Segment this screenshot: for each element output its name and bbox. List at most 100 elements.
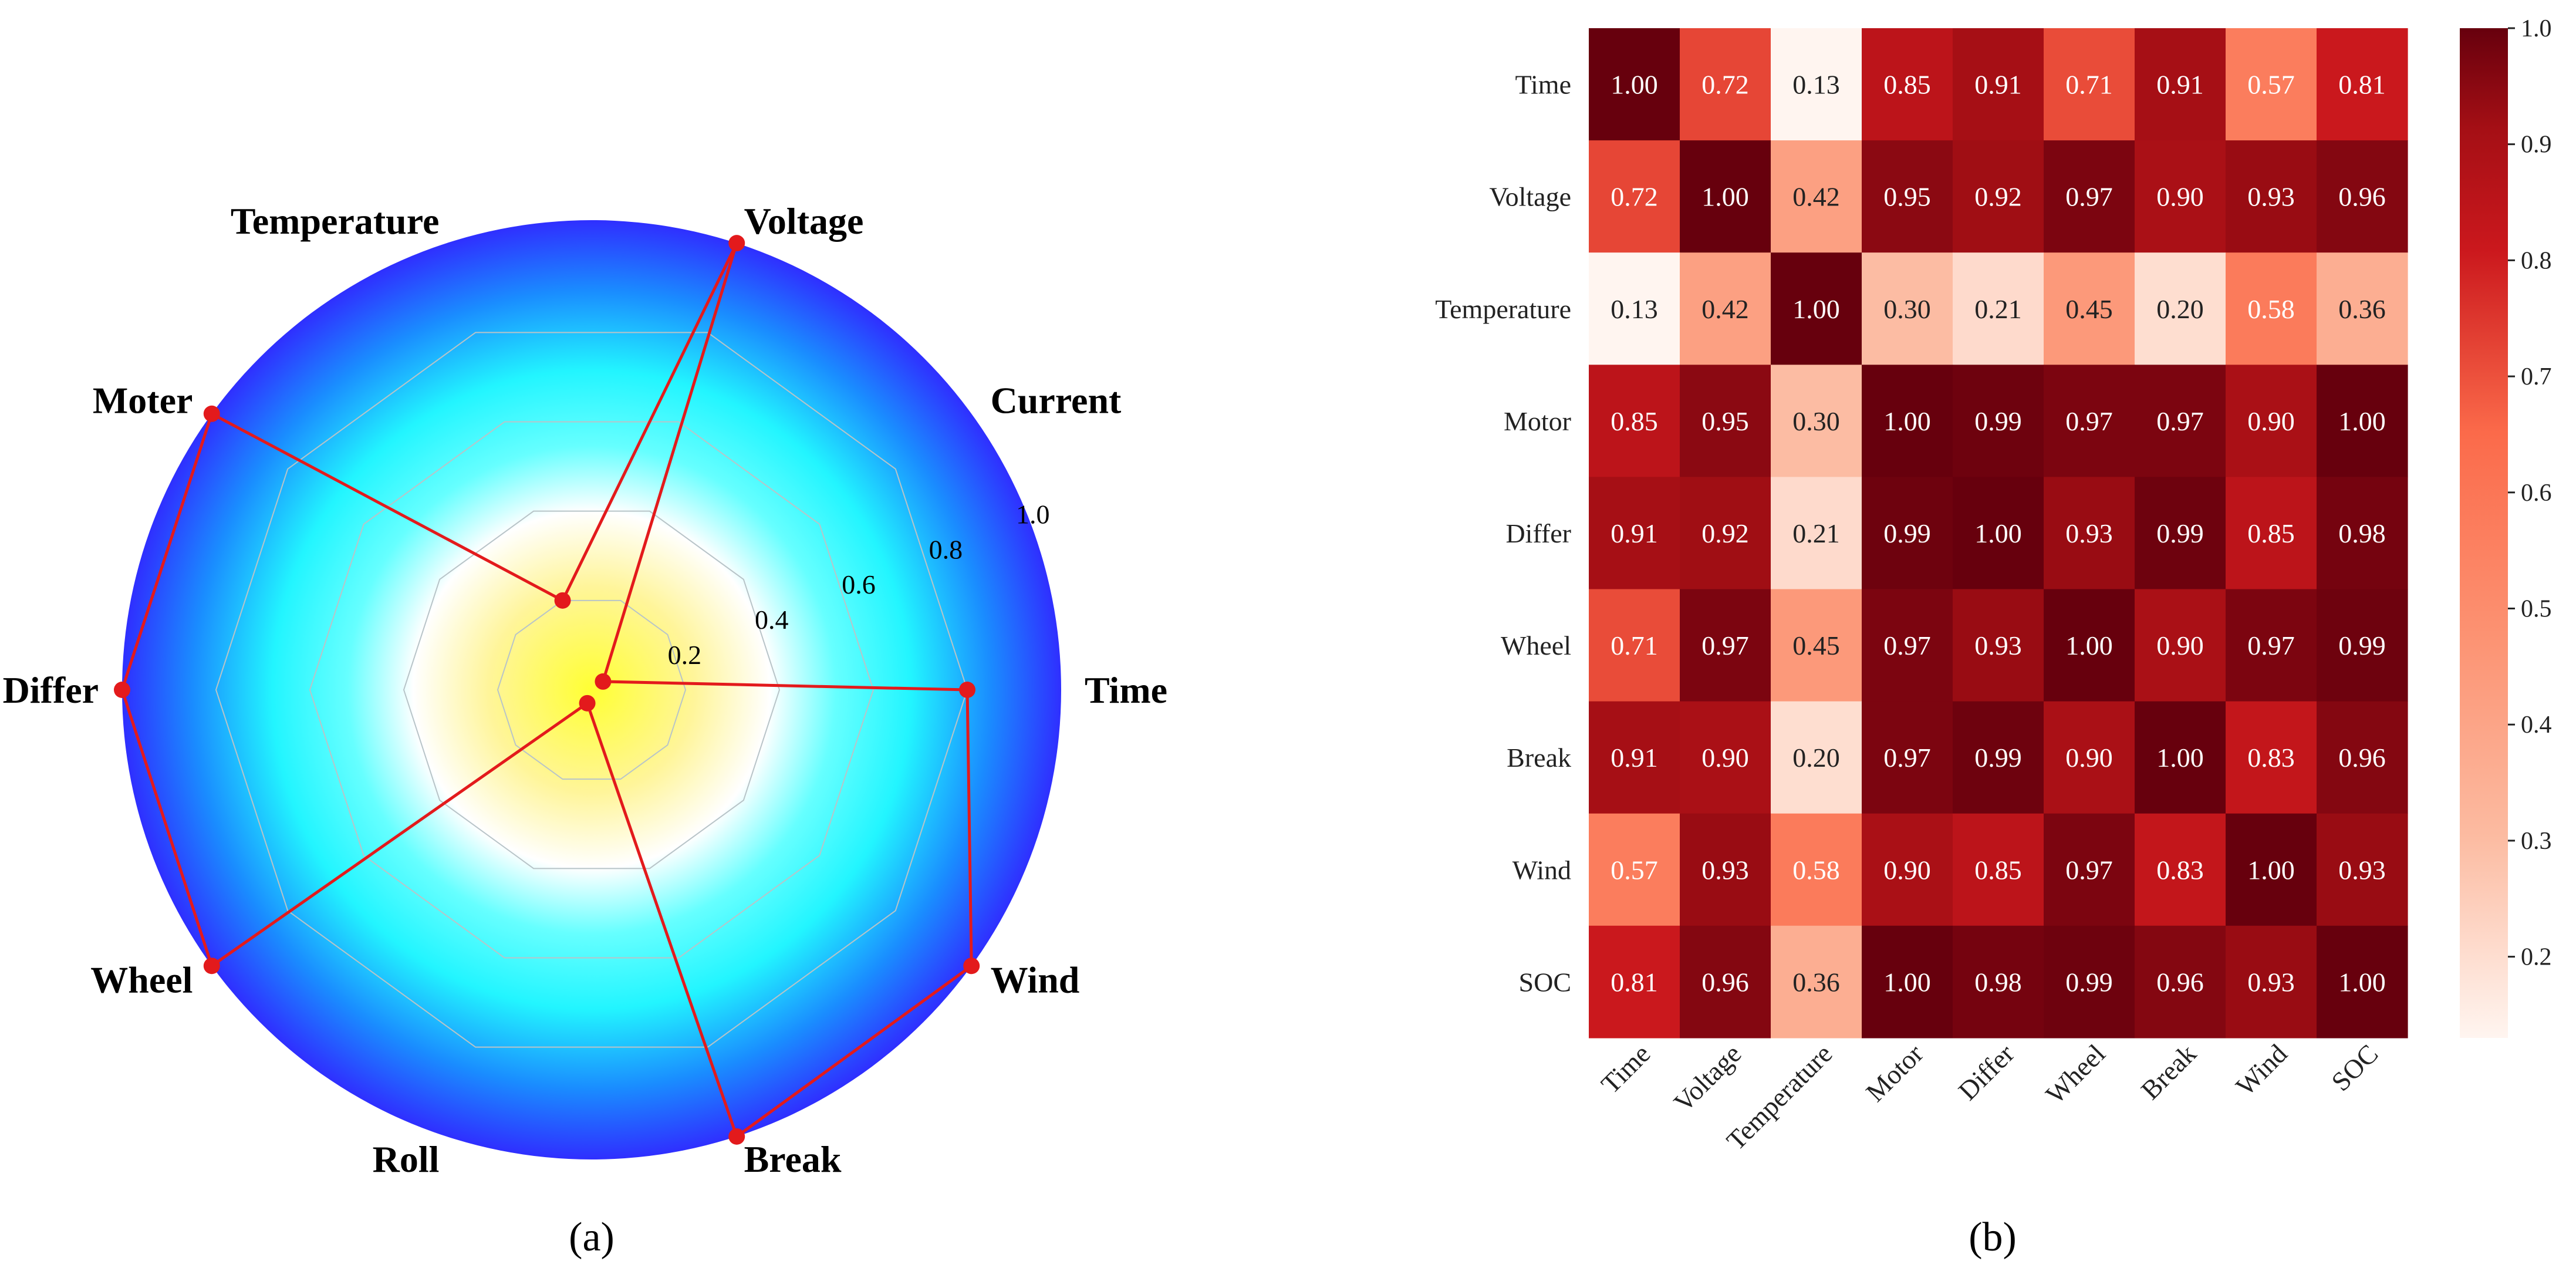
heatmap-col-label: Voltage [1668,1039,1747,1118]
heatmap-cell [1589,477,1680,590]
heatmap-row-labels: Time Voltage Temperature Motor Differ Wheel Br… [1435,70,1571,997]
heatmap-cell [1862,140,1953,253]
heatmap-cell [2135,589,2226,702]
heatmap-cell-value: 0.13 [1792,70,1840,100]
panel-label-a: (a) [569,1215,615,1260]
heatmap-cell-value: 0.42 [1701,294,1749,324]
heatmap-cell [1953,365,2044,477]
heatmap-cell [1862,477,1953,590]
heatmap-cell-value: 0.93 [2247,182,2295,212]
heatmap-cell [2317,701,2408,814]
radar-tick-label: 0.2 [668,640,702,670]
heatmap-cell [1680,925,1771,1039]
colorbar-ticks: 0.2 0.3 0.4 0.5 0.6 0.7 0.8 0.9 1.0 [2508,15,2552,971]
heatmap-cell [2044,477,2135,590]
heatmap-cell-value: 1.00 [2338,967,2386,997]
heatmap-cell-value: 0.42 [1792,182,1840,212]
radar-tick-label: 0.6 [842,569,876,599]
heatmap-cell [1771,813,1862,926]
heatmap-row-label: Voltage [1489,182,1571,212]
heatmap-cell [2226,140,2317,253]
heatmap-cell-value: 0.13 [1611,294,1658,324]
heatmap-col-label: Wind [2230,1039,2293,1101]
heatmap-cell-value: 0.91 [1611,743,1658,773]
heatmap-cell-value: 0.97 [2065,855,2113,885]
heatmap-cell-value: 0.98 [2338,518,2386,548]
heatmap-cell [1680,477,1771,590]
heatmap-cell [1771,252,1862,365]
heatmap-cell [1862,252,1953,365]
heatmap-cell [2317,813,2408,926]
heatmap-cell [2226,365,2317,477]
heatmap-cell-value: 1.00 [1792,294,1840,324]
heatmap-col-label: SOC [2325,1039,2383,1097]
heatmap-cell [2226,701,2317,814]
heatmap-cell-value: 0.91 [2156,70,2204,100]
colorbar-tick-label: 1.0 [2521,15,2552,42]
heatmap-row-label: Motor [1504,406,1571,436]
heatmap-cell-value: 0.92 [1701,518,1749,548]
heatmap-cell [1862,28,1953,141]
heatmap-cell-value: 1.00 [1883,406,1931,436]
heatmap-row-label: Wind [1512,855,1571,885]
radar-axis-label: Temperature [231,200,440,242]
heatmap-cells: 1.00 0.72 0.13 0.85 0.91 0.71 0.91 0.57 0.81 0.72… [1589,28,2408,1039]
heatmap-cell-value: 0.71 [1611,631,1658,660]
heatmap-cell-value: 0.58 [1792,855,1840,885]
heatmap-cell [1771,925,1862,1039]
radar-point [114,682,130,698]
radar-axis-label: Current [991,379,1122,421]
colorbar-tick-label: 0.5 [2521,596,2552,623]
heatmap-cell-value: 0.98 [1974,967,2022,997]
colorbar-tick-label: 0.2 [2521,944,2552,971]
radar-point [728,235,745,252]
radar-series-points [114,235,980,1145]
radar-point [595,673,612,690]
heatmap-row-label: Time [1515,70,1571,100]
heatmap-cell-value: 0.21 [1974,294,2022,324]
heatmap-cell [1589,701,1680,814]
heatmap-cell-value: 1.00 [1974,518,2022,548]
heatmap-cell-value: 0.93 [1701,855,1749,885]
heatmap-cell [2226,477,2317,590]
heatmap-cell [1771,365,1862,477]
heatmap-cell [2135,140,2226,253]
heatmap-col-label: Motor [1860,1039,1929,1107]
radar-axis-label: Moter [93,379,193,421]
radar-grid-ring [215,332,968,1048]
heatmap-cell [1680,140,1771,253]
radar-axis-label: Differ [3,669,99,711]
radar-grid [215,332,968,1048]
radar-point [959,682,975,698]
heatmap-cell-value: 0.90 [2065,743,2113,773]
heatmap-cell-value: 1.00 [2156,743,2204,773]
heatmap-cell [1589,925,1680,1039]
heatmap-cell-value: 0.85 [1883,70,1931,100]
heatmap-cell [1953,252,2044,365]
heatmap-cell [2317,925,2408,1039]
radar-radial-ticks: 0.2 0.4 0.6 0.8 1.0 [668,499,1050,670]
heatmap-cell-value: 0.83 [2156,855,2204,885]
heatmap-cell-value: 1.00 [2338,406,2386,436]
heatmap-cell-value: 0.45 [1792,631,1840,660]
radar-grid-ring [309,421,875,959]
heatmap-cell [1589,252,1680,365]
heatmap-cell-value: 0.36 [1792,967,1840,997]
heatmap-cell-value: 0.30 [1883,294,1931,324]
heatmap-cell [1589,365,1680,477]
heatmap-cell-value: 1.00 [2247,855,2295,885]
heatmap-cell [1771,589,1862,702]
heatmap-cell [1953,28,2044,141]
heatmap-cell [2135,28,2226,141]
radar-chart: 0.2 0.4 0.6 0.8 1.0 Time Current Voltage Temper… [3,200,1167,1260]
heatmap-cell-value: 0.85 [1611,406,1658,436]
heatmap-cell-value: 0.91 [1974,70,2022,100]
radar-point [963,958,980,975]
radar-point [203,405,220,422]
radar-grid-ring [403,510,781,869]
colorbar-tick-label: 0.6 [2521,480,2552,507]
heatmap-cell-value: 0.83 [2247,743,2295,773]
heatmap-cell-value: 0.93 [2247,967,2295,997]
heatmap-cell-value: 0.85 [2247,518,2295,548]
